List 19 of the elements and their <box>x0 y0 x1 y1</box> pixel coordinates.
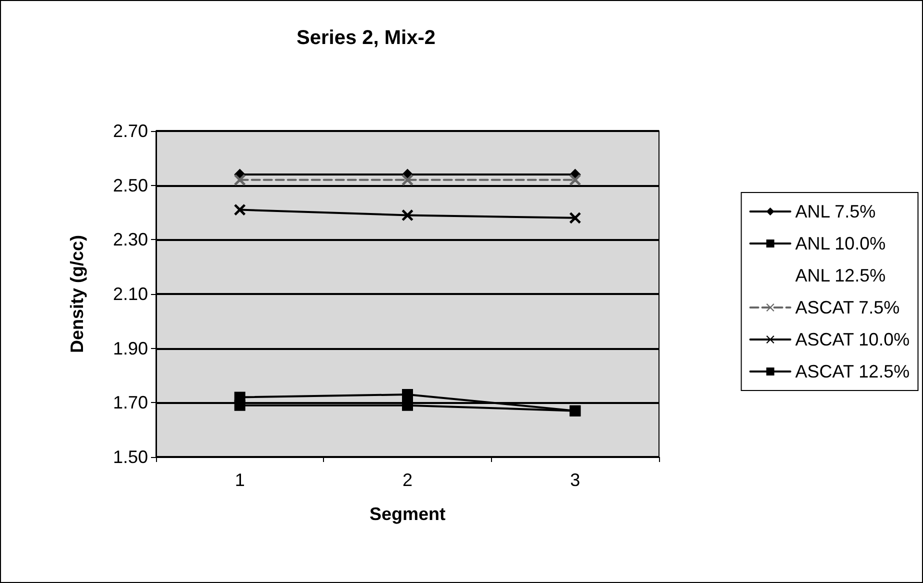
x-tick-label: 1 <box>234 470 245 490</box>
legend-label: ASCAT 7.5% <box>795 298 900 318</box>
y-axis-title: Density (g/cc) <box>67 234 87 354</box>
text: ANL 12.5% <box>795 266 886 286</box>
legend-label: ANL 7.5% <box>795 202 876 222</box>
y-tick-label: 2.50 <box>112 175 148 196</box>
legend-label: ASCAT 10.0% <box>795 330 910 350</box>
chart-title: Series 2, Mix-2 <box>296 27 436 49</box>
y-tick-label: 2.30 <box>112 230 148 250</box>
x-axis-title: Segment <box>369 504 446 524</box>
x-tick-label: 2 <box>402 470 413 490</box>
legend-label: ANL 10.0% <box>795 234 886 254</box>
y-tick-label: 1.90 <box>112 338 148 358</box>
x-tick-label: 3 <box>570 470 580 490</box>
y-tick-label: 2.10 <box>112 284 148 304</box>
y-tick-label: 2.70 <box>112 121 148 141</box>
y-tick-label: 1.70 <box>112 392 148 413</box>
y-tick-label: 1.50 <box>112 447 148 467</box>
legend-label: ASCAT 12.5% <box>795 362 910 382</box>
